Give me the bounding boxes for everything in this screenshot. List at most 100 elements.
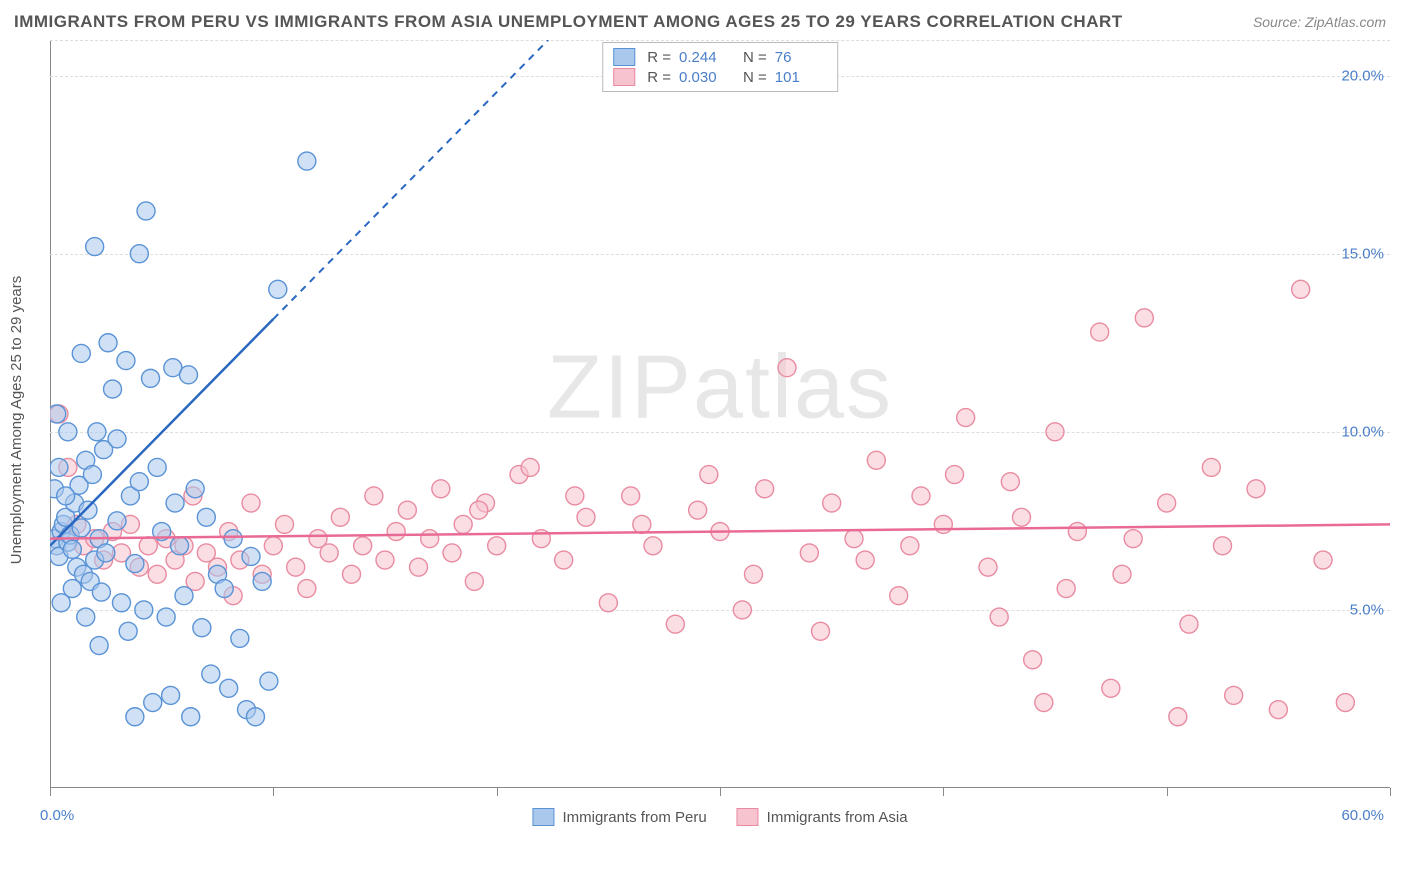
data-point	[231, 629, 249, 647]
data-point	[990, 608, 1008, 626]
data-point	[126, 555, 144, 573]
data-point	[264, 537, 282, 555]
data-point	[99, 334, 117, 352]
data-point	[119, 622, 137, 640]
data-point	[700, 466, 718, 484]
data-point	[92, 583, 110, 601]
data-point	[175, 587, 193, 605]
data-point	[946, 466, 964, 484]
data-point	[220, 679, 238, 697]
data-point	[193, 619, 211, 637]
legend-row-peru: R = 0.244 N = 76	[613, 47, 827, 67]
data-point	[1113, 565, 1131, 583]
data-point	[1214, 537, 1232, 555]
r-label: R =	[647, 69, 671, 86]
data-point	[488, 537, 506, 555]
data-point	[63, 540, 81, 558]
data-point	[50, 458, 68, 476]
n-label: N =	[743, 69, 767, 86]
data-point	[144, 694, 162, 712]
data-point	[52, 594, 70, 612]
data-point	[1336, 694, 1354, 712]
data-point	[86, 238, 104, 256]
data-point	[108, 430, 126, 448]
data-point	[276, 515, 294, 533]
data-point	[398, 501, 416, 519]
data-point	[566, 487, 584, 505]
data-point	[182, 708, 200, 726]
data-point	[622, 487, 640, 505]
data-point	[890, 587, 908, 605]
data-point	[633, 515, 651, 533]
data-point	[298, 152, 316, 170]
data-point	[1158, 494, 1176, 512]
data-point	[555, 551, 573, 569]
data-point	[171, 537, 189, 555]
data-point	[454, 515, 472, 533]
data-point	[246, 708, 264, 726]
data-point	[59, 423, 77, 441]
data-point	[320, 544, 338, 562]
data-point	[88, 423, 106, 441]
data-point	[470, 501, 488, 519]
data-point	[117, 352, 135, 370]
swatch-peru-icon	[613, 48, 635, 66]
data-point	[1091, 323, 1109, 341]
data-point	[387, 523, 405, 541]
data-point	[331, 508, 349, 526]
data-point	[186, 480, 204, 498]
data-point	[224, 530, 242, 548]
data-point	[202, 665, 220, 683]
swatch-asia-icon	[613, 68, 635, 86]
data-point	[1013, 508, 1031, 526]
data-point	[139, 537, 157, 555]
r-value-peru: 0.244	[679, 49, 731, 66]
data-point	[83, 466, 101, 484]
data-point	[242, 547, 260, 565]
data-point	[298, 580, 316, 598]
data-point	[215, 580, 233, 598]
data-point	[1202, 458, 1220, 476]
n-value-asia: 101	[775, 69, 827, 86]
data-point	[197, 508, 215, 526]
data-point	[253, 572, 271, 590]
data-point	[934, 515, 952, 533]
correlation-legend: R = 0.244 N = 76 R = 0.030 N = 101	[602, 42, 838, 92]
data-point	[733, 601, 751, 619]
data-point	[957, 409, 975, 427]
data-point	[1314, 551, 1332, 569]
data-point	[365, 487, 383, 505]
data-point	[1169, 708, 1187, 726]
data-point	[521, 458, 539, 476]
data-point	[130, 473, 148, 491]
data-point	[343, 565, 361, 583]
data-point	[901, 537, 919, 555]
data-point	[421, 530, 439, 548]
data-point	[778, 359, 796, 377]
data-point	[1225, 686, 1243, 704]
data-point	[1046, 423, 1064, 441]
data-point	[242, 494, 260, 512]
data-point	[1001, 473, 1019, 491]
data-point	[443, 544, 461, 562]
data-point	[1180, 615, 1198, 633]
data-point	[856, 551, 874, 569]
data-point	[269, 280, 287, 298]
data-point	[148, 565, 166, 583]
y-axis-label: Unemployment Among Ages 25 to 29 years	[8, 276, 25, 565]
data-point	[90, 637, 108, 655]
data-point	[157, 608, 175, 626]
chart-area: ZIPatlas R = 0.244 N = 76 R = 0.030 N = …	[50, 40, 1390, 830]
data-point	[1024, 651, 1042, 669]
source-label: Source: ZipAtlas.com	[1253, 14, 1386, 30]
r-label: R =	[647, 49, 671, 66]
data-point	[1247, 480, 1265, 498]
data-point	[745, 565, 763, 583]
n-value-peru: 76	[775, 49, 827, 66]
data-point	[97, 544, 115, 562]
data-point	[108, 512, 126, 530]
data-point	[260, 672, 278, 690]
data-point	[689, 501, 707, 519]
trend-line-dashed	[273, 40, 548, 319]
data-point	[867, 451, 885, 469]
